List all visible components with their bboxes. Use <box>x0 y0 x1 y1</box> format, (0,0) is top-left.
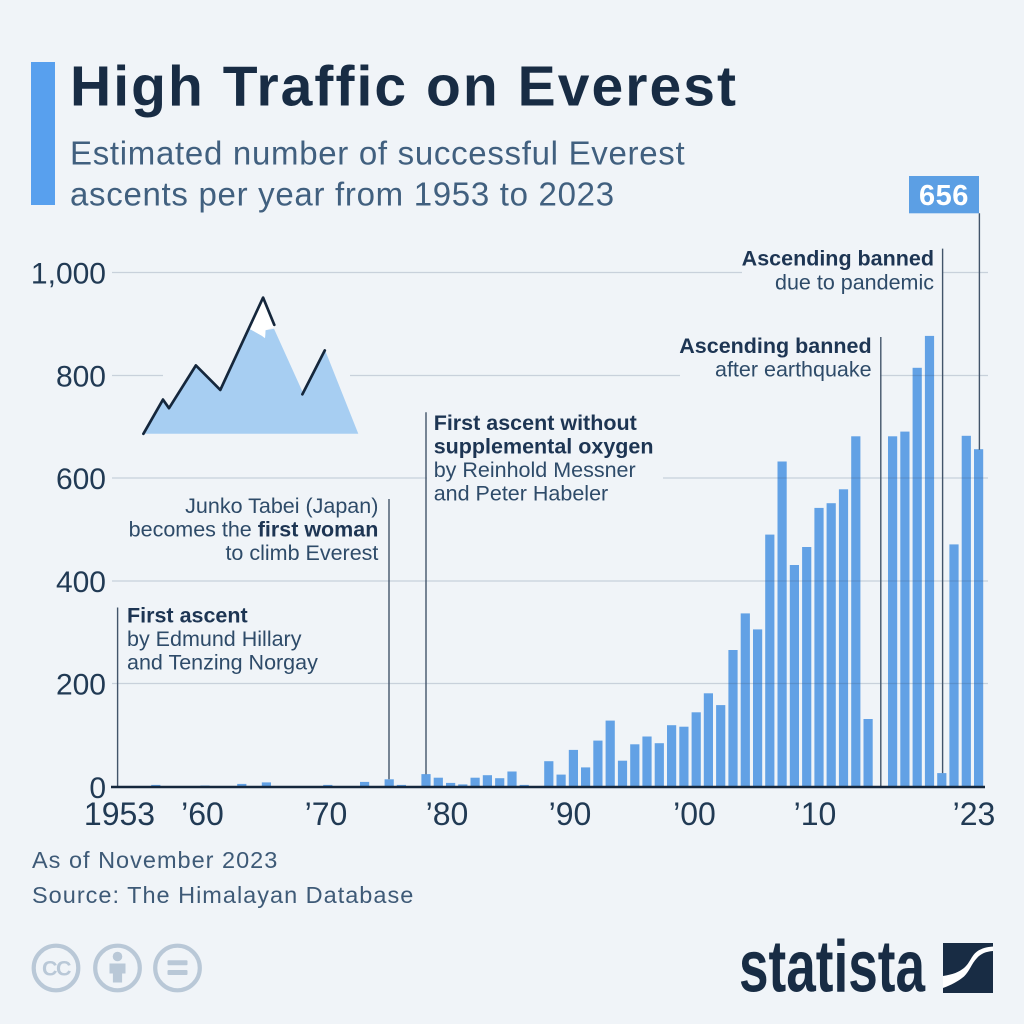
svg-text:and Tenzing Norgay: and Tenzing Norgay <box>127 651 318 675</box>
svg-text:As of November 2023: As of November 2023 <box>32 847 278 873</box>
svg-text:200: 200 <box>56 669 106 702</box>
svg-text:’23: ’23 <box>953 796 996 832</box>
svg-text:CC: CC <box>42 957 71 981</box>
svg-text:ascents per year from 1953 to: ascents per year from 1953 to 2023 <box>70 176 615 213</box>
svg-text:becomes the first woman: becomes the first woman <box>129 518 379 542</box>
svg-text:due to pandemic: due to pandemic <box>775 271 934 295</box>
svg-text:0: 0 <box>89 772 106 805</box>
svg-text:High Traffic on Everest: High Traffic on Everest <box>70 55 738 119</box>
svg-text:by Reinhold Messner: by Reinhold Messner <box>434 458 636 482</box>
svg-text:to climb Everest: to climb Everest <box>225 541 378 565</box>
svg-text:1953: 1953 <box>84 796 155 832</box>
svg-text:First ascent: First ascent <box>127 604 248 628</box>
svg-text:’70: ’70 <box>305 796 348 832</box>
svg-text:600: 600 <box>56 463 106 496</box>
svg-text:Ascending banned: Ascending banned <box>742 246 934 270</box>
svg-text:’90: ’90 <box>549 796 592 832</box>
svg-text:800: 800 <box>56 361 106 394</box>
svg-text:after earthquake: after earthquake <box>715 358 872 382</box>
svg-text:Ascending banned: Ascending banned <box>679 334 871 358</box>
svg-text:by Edmund Hillary: by Edmund Hillary <box>127 627 302 651</box>
svg-text:1,000: 1,000 <box>31 258 106 291</box>
svg-text:Junko Tabei (Japan): Junko Tabei (Japan) <box>185 494 378 518</box>
svg-text:400: 400 <box>56 566 106 599</box>
svg-text:’10: ’10 <box>794 796 837 832</box>
svg-text:Estimated number of successful: Estimated number of successful Everest <box>70 134 685 171</box>
svg-text:supplemental oxygen: supplemental oxygen <box>434 434 654 458</box>
svg-text:and Peter Habeler: and Peter Habeler <box>434 481 609 505</box>
svg-text:’00: ’00 <box>673 796 716 832</box>
svg-text:Source: The Himalayan Database: Source: The Himalayan Database <box>32 882 414 908</box>
svg-text:First ascent without: First ascent without <box>434 411 637 435</box>
svg-text:’80: ’80 <box>426 796 469 832</box>
svg-text:statista: statista <box>739 926 926 1007</box>
svg-text:’60: ’60 <box>181 796 224 832</box>
svg-text:656: 656 <box>919 180 969 212</box>
